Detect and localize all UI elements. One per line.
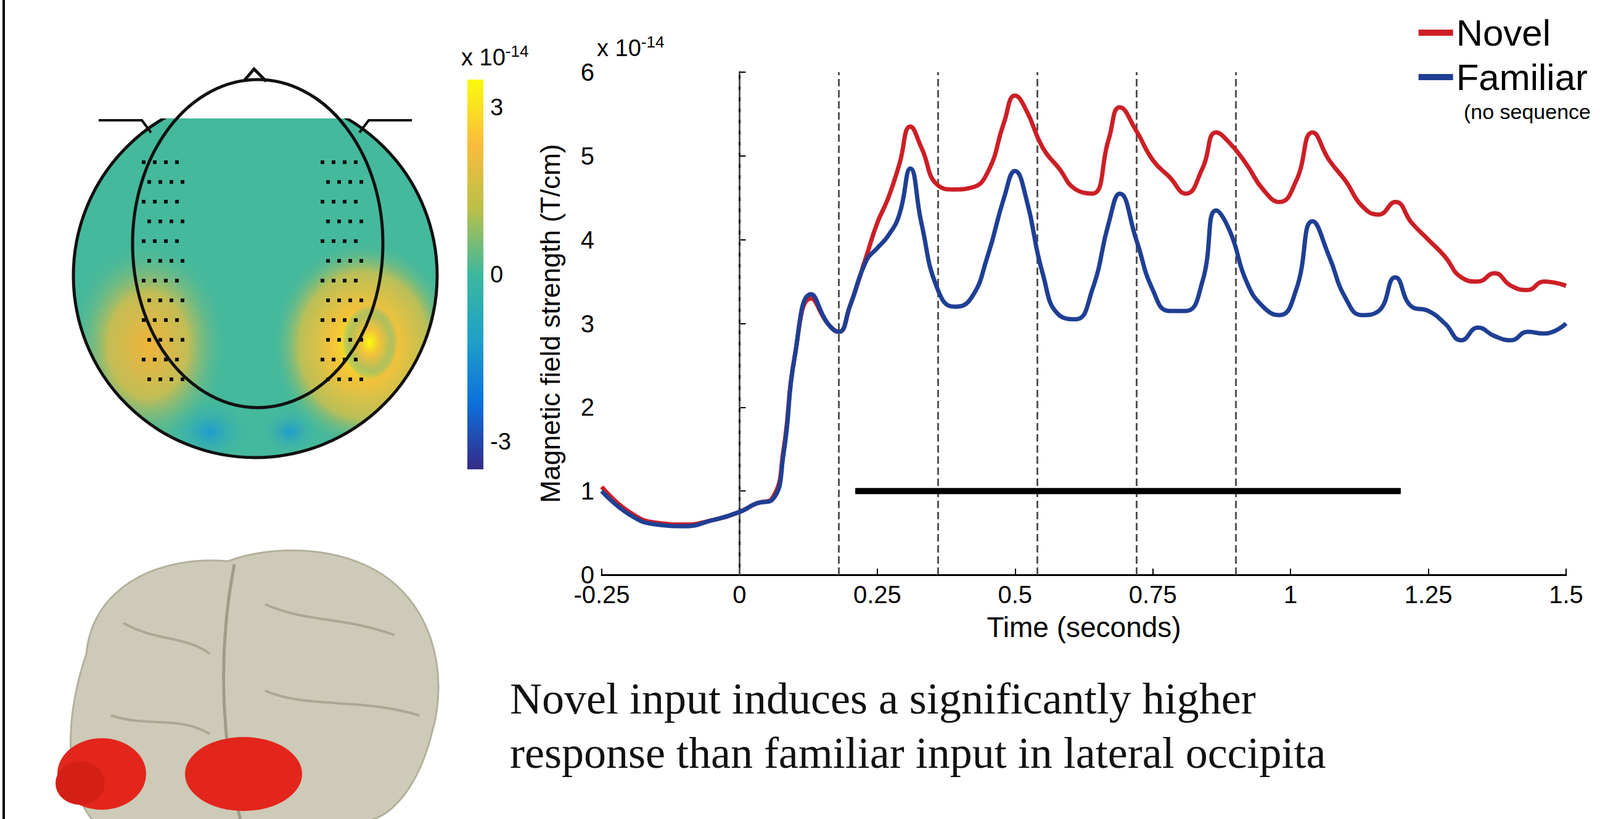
html-text:Novel input induces a signific: Novel input induces a significantly high… [509, 673, 1256, 724]
html-text:-3: -3 [490, 428, 512, 455]
svg-text:0: 0 [580, 561, 595, 589]
svg-text:Magnetic field strength (T/cm): Magnetic field strength (T/cm) [535, 144, 566, 504]
html-text:x 10-14: x 10-14 [596, 32, 665, 61]
svg-text:6: 6 [580, 58, 595, 86]
html-text:0: 0 [490, 261, 504, 288]
svg-text:5: 5 [580, 142, 595, 170]
svg-text:Time (seconds): Time (seconds) [986, 611, 1181, 644]
svg-text:1.5: 1.5 [1548, 580, 1584, 608]
html-text:3: 3 [490, 94, 504, 121]
svg-text:3: 3 [580, 310, 595, 338]
svg-text:(no sequence: (no sequence [1463, 99, 1591, 124]
svg-text:Familiar: Familiar [1456, 56, 1588, 99]
svg-text:0: 0 [732, 580, 747, 608]
html-text:x 10-14: x 10-14 [461, 41, 529, 71]
svg-text:1: 1 [1283, 580, 1298, 608]
svg-text:0.5: 0.5 [997, 580, 1033, 608]
svg-text:2: 2 [580, 393, 595, 421]
svg-text:0.75: 0.75 [1128, 580, 1178, 608]
svg-text:Novel: Novel [1456, 12, 1551, 54]
svg-text:0.25: 0.25 [853, 580, 902, 608]
svg-text:1: 1 [580, 477, 595, 505]
svg-text:1.25: 1.25 [1404, 580, 1453, 608]
svg-text:-0.25: -0.25 [573, 580, 630, 608]
svg-text:4: 4 [580, 226, 595, 254]
html-text:response than familiar input i: response than familiar input in lateral … [509, 728, 1326, 778]
